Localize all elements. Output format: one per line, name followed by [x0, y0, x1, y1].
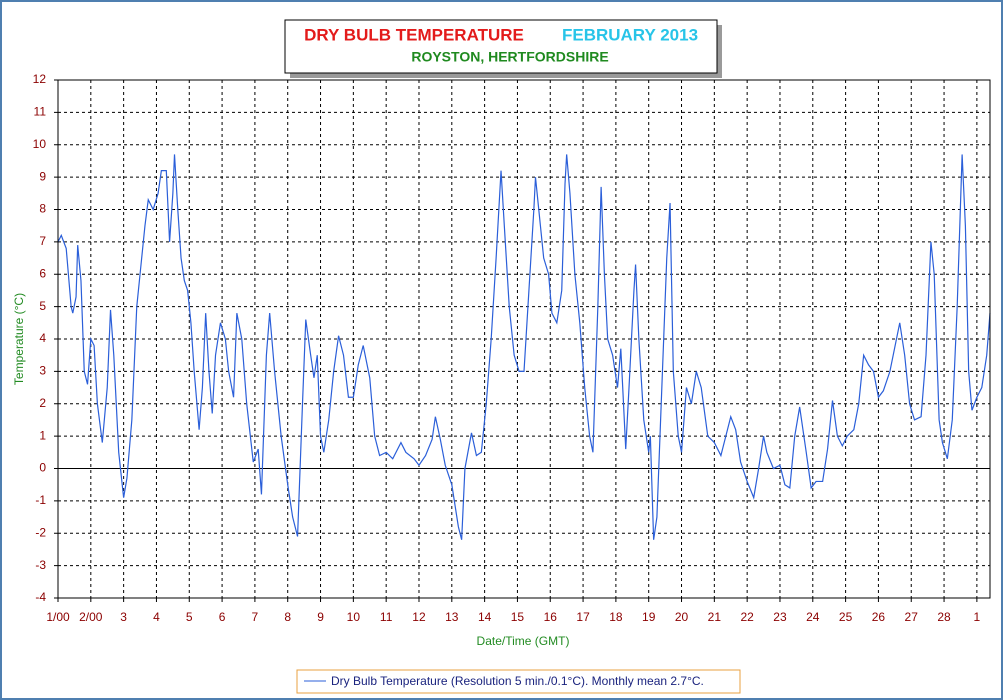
- y-tick-label: 9: [39, 169, 46, 183]
- x-tick-label: 24: [806, 610, 820, 624]
- y-tick-label: 6: [39, 266, 46, 280]
- x-tick-label: 4: [153, 610, 160, 624]
- x-tick-label: 2/00: [79, 610, 103, 624]
- x-axis-label: Date/Time (GMT): [477, 634, 570, 648]
- y-tick-label: 4: [39, 331, 46, 345]
- y-axis-label: Temperature (°C): [12, 293, 26, 385]
- title-box: [284, 19, 718, 74]
- y-tick-label: 5: [39, 299, 46, 313]
- x-tick-label: 15: [511, 610, 525, 624]
- x-tick-label: 5: [186, 610, 193, 624]
- x-tick-label: 6: [219, 610, 226, 624]
- x-tick-label: 13: [445, 610, 459, 624]
- x-tick-label: 19: [642, 610, 656, 624]
- y-tick-label: 11: [34, 105, 47, 119]
- x-tick-label: 10: [347, 610, 361, 624]
- y-tick-label: 7: [39, 234, 46, 248]
- y-tick-label: -2: [35, 525, 46, 539]
- x-tick-label: 3: [120, 610, 127, 624]
- chart-subtitle: ROYSTON, HERTFORDSHIRE: [411, 49, 608, 65]
- y-tick-label: 1: [39, 428, 46, 442]
- temperature-line: [57, 154, 991, 540]
- x-tick-label: 22: [740, 610, 754, 624]
- x-tick-label: 23: [773, 610, 787, 624]
- y-tick-label: -3: [35, 558, 46, 572]
- x-tick-label: 26: [872, 610, 886, 624]
- x-tick-label: 17: [576, 610, 590, 624]
- x-tick-label: 16: [544, 610, 558, 624]
- y-tick-label: 12: [33, 72, 47, 86]
- x-tick-label: 12: [412, 610, 426, 624]
- x-tick-label: 18: [609, 610, 623, 624]
- x-tick-label: 1/00: [46, 610, 70, 624]
- x-tick-label: 25: [839, 610, 853, 624]
- x-tick-label: 28: [937, 610, 951, 624]
- legend-box: [296, 669, 741, 694]
- x-tick-label: 1: [974, 610, 981, 624]
- x-tick-label: 9: [317, 610, 324, 624]
- y-tick-label: 2: [39, 396, 46, 410]
- x-tick-label: 8: [284, 610, 291, 624]
- y-tick-label: -4: [35, 590, 46, 604]
- y-tick-label: -1: [35, 493, 46, 507]
- chart-title: DRY BULB TEMPERATURE: [304, 25, 524, 44]
- x-tick-label: 11: [380, 610, 393, 624]
- y-tick-label: 8: [39, 202, 46, 216]
- x-tick-label: 20: [675, 610, 689, 624]
- chart-period: FEBRUARY 2013: [562, 25, 698, 44]
- x-tick-label: 14: [478, 610, 492, 624]
- x-tick-label: 21: [708, 610, 722, 624]
- y-tick-label: 0: [39, 461, 46, 475]
- x-tick-label: 27: [905, 610, 919, 624]
- y-tick-label: 3: [39, 364, 46, 378]
- legend-label: Dry Bulb Temperature (Resolution 5 min./…: [331, 674, 704, 688]
- plot-border: [57, 79, 991, 599]
- x-tick-label: 7: [252, 610, 259, 624]
- y-tick-label: 10: [33, 137, 47, 151]
